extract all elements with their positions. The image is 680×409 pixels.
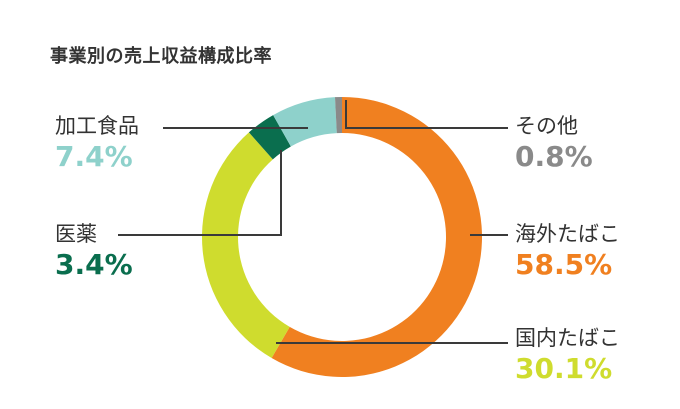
slice-pharma bbox=[248, 115, 291, 160]
label-processed-food: 加工食品 7.4% bbox=[55, 116, 139, 171]
label-pharma: 医薬 3.4% bbox=[55, 224, 133, 279]
leader-line-other bbox=[345, 100, 508, 129]
slice-name-domestic-tobacco: 国内たばこ bbox=[515, 326, 620, 350]
leader-line-pharma bbox=[118, 150, 282, 236]
label-other: その他 0.8% bbox=[515, 116, 593, 171]
slice-value-other: 0.8% bbox=[515, 140, 593, 173]
label-domestic-tobacco: 国内たばこ 30.1% bbox=[515, 328, 620, 383]
slice-name-overseas-tobacco: 海外たばこ bbox=[515, 222, 620, 246]
slice-other bbox=[334, 97, 342, 134]
slice-overseas-tobacco bbox=[271, 97, 482, 377]
chart-title: 事業別の売上収益構成比率 bbox=[50, 46, 272, 67]
slice-value-overseas-tobacco: 58.5% bbox=[515, 248, 613, 281]
slice-name-pharma: 医薬 bbox=[55, 222, 97, 246]
slice-domestic-tobacco bbox=[201, 132, 290, 359]
slice-name-processed-food: 加工食品 bbox=[55, 114, 139, 138]
slice-value-pharma: 3.4% bbox=[55, 248, 133, 281]
slice-name-other: その他 bbox=[515, 114, 578, 138]
slice-value-processed-food: 7.4% bbox=[55, 140, 133, 173]
slice-processed-food bbox=[273, 97, 337, 147]
slice-value-domestic-tobacco: 30.1% bbox=[515, 352, 613, 385]
label-overseas-tobacco: 海外たばこ 58.5% bbox=[515, 224, 620, 279]
